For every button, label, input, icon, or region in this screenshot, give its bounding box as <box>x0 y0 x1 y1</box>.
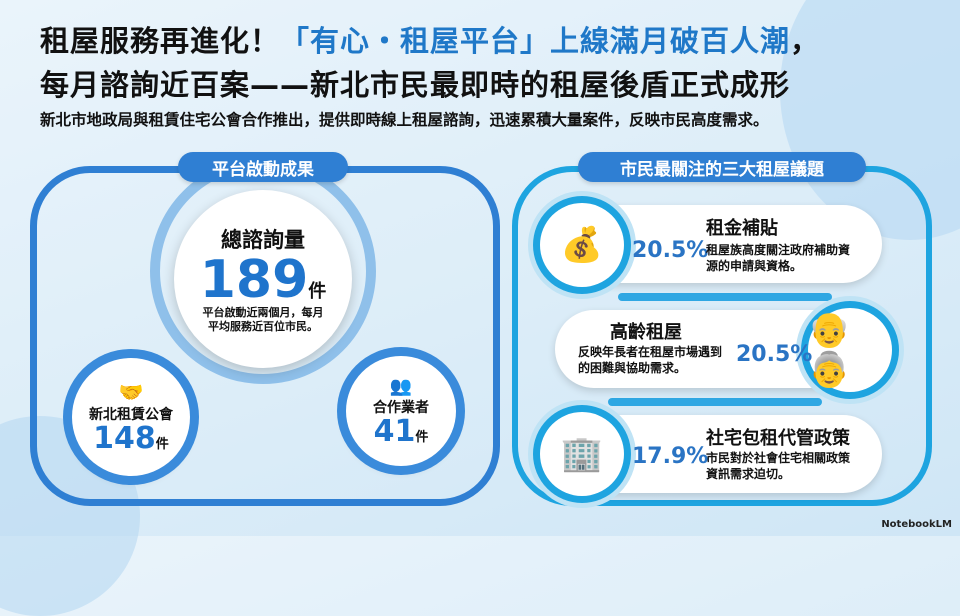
issue-percent: 17.9% <box>632 444 709 469</box>
divider <box>618 293 832 301</box>
headline-prefix: 租屋服務再進化！ <box>40 24 281 58</box>
partners-circle: 👥 合作業者 41件 <box>346 356 456 466</box>
partners-value: 41 <box>373 413 416 449</box>
results-heading: 平台啟動成果 <box>178 152 348 182</box>
issue-desc-line: 租屋族高度關注政府補助資 <box>706 243 851 257</box>
headline-line-1: 租屋服務再進化！「有心・租屋平台」上線滿月破百人潮， <box>40 18 820 60</box>
headline-line-2: 每月諮詢近百案——新北市民最即時的租屋後盾正式成形 <box>40 68 791 102</box>
handshake-building-icon: 🤝 <box>118 380 144 404</box>
issue-description: 租屋族高度關注政府補助資 源的申請與資格。 <box>706 242 850 274</box>
subtitle: 新北市地政局與租賃住宅公會合作推出，提供即時線上租屋諮詢，迅速累積大量案件，反映… <box>40 111 769 129</box>
issue-desc-line: 資訊需求迫切。 <box>706 467 791 481</box>
total-unit: 件 <box>308 281 327 302</box>
issue-description: 市民對於社會住宅相關政策 資訊需求迫切。 <box>706 450 850 482</box>
issue-title: 高齡租屋 <box>610 322 682 343</box>
issue-desc-line: 反映年長者在租屋市場遇到 <box>578 345 723 359</box>
coins-arrow-icon: 💰 <box>540 203 624 287</box>
headline-suffix: ， <box>790 24 821 58</box>
issue-title: 社宅包租代管政策 <box>706 428 850 449</box>
total-note: 平台啟動近兩個月，每月 平均服務近百位市民。 <box>203 306 324 334</box>
issue-desc-line: 的困難與協助需求。 <box>578 361 687 375</box>
divider <box>608 398 822 406</box>
partners-unit: 件 <box>415 429 429 445</box>
association-label: 新北租賃公會 <box>89 407 173 423</box>
issue-desc-line: 市民對於社會住宅相關政策 <box>706 451 851 465</box>
issue-percent: 20.5% <box>632 238 709 263</box>
issue-percent: 20.5% <box>736 342 813 367</box>
elderly-couple-house-icon: 👴👵 <box>808 308 892 392</box>
issue-desc-line: 源的申請與資格。 <box>706 259 803 273</box>
total-note-line-1: 平台啟動近兩個月，每月 <box>202 306 324 319</box>
total-label: 總諮詢量 <box>221 228 305 252</box>
building-heart-icon: 🏢 <box>540 412 624 496</box>
partners-label: 合作業者 <box>373 399 429 416</box>
issue-description: 反映年長者在租屋市場遇到 的困難與協助需求。 <box>578 344 722 376</box>
total-value: 189 <box>199 250 309 310</box>
issues-heading: 市民最關注的三大租屋議題 <box>578 152 866 182</box>
association-value: 148 <box>93 421 156 456</box>
notebooklm-watermark: NotebookLM <box>881 519 952 530</box>
total-note-line-2: 平均服務近百位市民。 <box>208 320 318 333</box>
headline-highlight: 「有心・租屋平台」上線滿月破百人潮 <box>280 24 791 58</box>
issue-title: 租金補貼 <box>706 218 778 239</box>
association-circle: 🤝 新北租賃公會 148件 <box>72 358 190 476</box>
people-exchange-icon: 👥 <box>389 375 413 397</box>
total-inquiries-circle: 總諮詢量 189件 平台啟動近兩個月，每月 平均服務近百位市民。 <box>174 190 352 368</box>
association-unit: 件 <box>155 437 169 452</box>
